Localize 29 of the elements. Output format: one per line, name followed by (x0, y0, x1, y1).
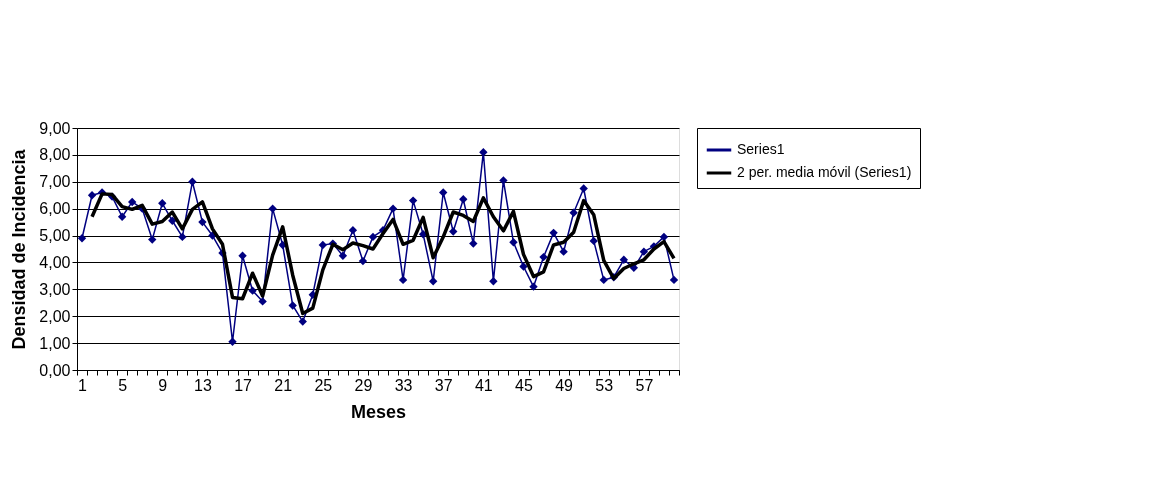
x-tick-label: 29 (354, 376, 373, 394)
x-tick-label: 13 (194, 376, 212, 394)
x-tick-label: 57 (635, 376, 654, 394)
x-tick-label: 9 (158, 376, 168, 394)
y-tick-label: 1,00 (39, 334, 71, 352)
y-tick-label: 5,00 (39, 227, 71, 245)
x-tick-label: 1 (78, 376, 88, 394)
legend-label: Series1 (737, 141, 785, 157)
x-tick-label: 45 (515, 376, 533, 394)
x-tick-label: 37 (434, 376, 453, 394)
y-tick-label: 8,00 (39, 146, 71, 164)
y-tick-label: 2,00 (39, 307, 71, 325)
y-tick-label: 7,00 (39, 173, 71, 191)
x-tick-label: 33 (394, 376, 413, 394)
x-tick-label: 25 (314, 376, 333, 394)
legend-label: 2 per. media móvil (Series1) (737, 164, 912, 180)
y-axis-title: Densidad de Incidencia (9, 148, 30, 350)
x-tick-label: 21 (274, 376, 293, 394)
y-tick-label: 4,00 (39, 253, 71, 271)
x-axis-title: Meses (350, 401, 407, 422)
x-tick-label: 17 (234, 376, 253, 394)
x-tick-label: 49 (555, 376, 574, 394)
x-tick-label: 53 (595, 376, 614, 394)
y-tick-label: 9,00 (39, 119, 71, 137)
y-tick-label: 6,00 (39, 200, 71, 218)
y-tick-label: 0,00 (39, 361, 71, 379)
x-tick-label: 5 (118, 376, 128, 394)
y-tick-label: 3,00 (39, 280, 71, 298)
x-tick-label: 41 (474, 376, 493, 394)
